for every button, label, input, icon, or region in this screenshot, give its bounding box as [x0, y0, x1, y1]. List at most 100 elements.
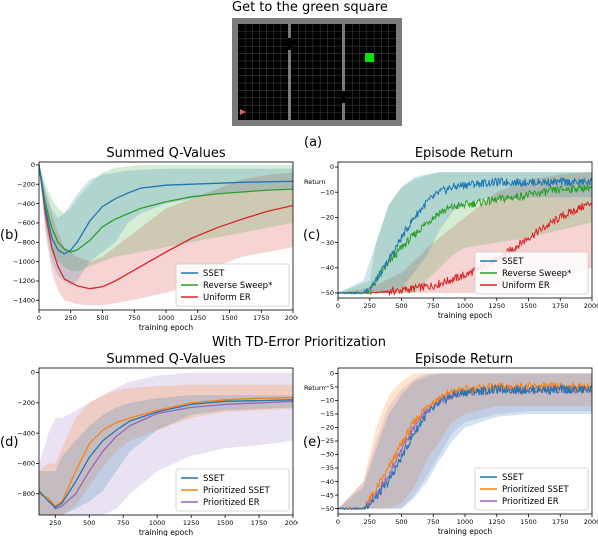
x-tick-label: 1500 — [221, 314, 238, 322]
x-tick-label: 1000 — [457, 302, 474, 310]
x-tick-label: 250 — [49, 519, 61, 527]
x-tick-label: 1250 — [189, 314, 206, 322]
y-tick-label: −800 — [17, 238, 35, 246]
line-purple — [39, 400, 293, 510]
y-tick-label: −1400 — [13, 297, 35, 305]
y-tick-label: −400 — [17, 200, 35, 208]
y-tick-label: −40 — [320, 264, 334, 272]
y-tick-label: −30 — [320, 451, 334, 459]
band-green — [39, 164, 293, 272]
y-tick-label: −600 — [17, 460, 35, 468]
y-axis-label: Return — [304, 178, 326, 186]
line-green — [39, 164, 293, 253]
legend-label: SSET — [502, 257, 524, 267]
x-axis-label: training epoch — [139, 323, 194, 332]
x-tick-label: 0 — [37, 314, 41, 322]
panel-label-c: (c) — [303, 228, 321, 243]
band-blue — [338, 172, 592, 293]
y-tick-label: −10 — [320, 397, 334, 405]
y-tick-label: 0 — [31, 369, 35, 377]
y-tick-label: −5 — [324, 383, 334, 391]
x-tick-label: 0 — [336, 518, 340, 526]
axes-frame — [38, 367, 294, 516]
panel-label-e: (e) — [303, 435, 322, 450]
legend-label: Prioritized ER — [502, 497, 559, 507]
gridworld-room-middle — [291, 24, 342, 120]
band-green — [338, 172, 592, 293]
band-orange — [39, 384, 293, 515]
y-tick-label: −25 — [320, 437, 334, 445]
y-tick-label: 0 — [330, 370, 334, 378]
line-purple — [338, 384, 592, 511]
line-green — [338, 183, 592, 296]
x-axis-label: training epoch — [438, 527, 493, 536]
x-tick-label: 1250 — [488, 518, 505, 526]
panel-label-d: (d) — [0, 435, 19, 450]
line-blue — [39, 164, 293, 255]
gridworld-room-left — [238, 24, 288, 120]
x-tick-label: 500 — [96, 314, 108, 322]
x-tick-label: 500 — [395, 302, 407, 310]
gridworld-room-right — [345, 24, 396, 120]
band-purple — [39, 372, 293, 515]
y-tick-label: −1000 — [13, 258, 35, 266]
gridworld-door-left — [286, 38, 294, 50]
plot-area — [39, 164, 293, 306]
panel-label-a: (a) — [304, 135, 323, 150]
x-tick-label: 750 — [117, 519, 129, 527]
x-tick-label: 1750 — [552, 518, 569, 526]
agent-marker — [240, 109, 246, 115]
y-tick-label: −15 — [320, 410, 334, 418]
y-tick-label: −50 — [320, 505, 334, 513]
y-tick-label: 0 — [31, 161, 35, 169]
y-tick-label: −30 — [320, 239, 334, 247]
plot-area — [39, 372, 293, 515]
band-blue — [39, 164, 293, 286]
x-axis-label: training epoch — [438, 311, 493, 320]
x-tick-label: 1750 — [251, 519, 268, 527]
x-tick-label: 1500 — [520, 302, 537, 310]
band-orange — [338, 373, 592, 509]
legend-label: Reverse Sweep* — [203, 281, 272, 291]
x-tick-label: 1250 — [183, 519, 200, 527]
y-tick-label: −10 — [320, 188, 334, 196]
x-tick-label: 750 — [427, 302, 439, 310]
x-tick-label: 1500 — [217, 519, 234, 527]
y-tick-label: −35 — [320, 464, 334, 472]
x-tick-label: 250 — [364, 518, 376, 526]
band-red — [39, 164, 293, 306]
x-tick-label: 750 — [427, 518, 439, 526]
y-tick-label: −600 — [17, 219, 35, 227]
chart-e-title: Episode Return — [414, 352, 514, 367]
band-blue — [338, 373, 592, 509]
x-tick-label: 1250 — [488, 302, 505, 310]
band-blue — [39, 395, 293, 515]
goal-square — [365, 53, 374, 62]
line-blue — [338, 176, 592, 295]
line-red — [39, 164, 293, 290]
legend-label: Prioritized ER — [203, 498, 260, 508]
legend-box — [474, 467, 589, 511]
y-tick-label: −200 — [17, 180, 35, 188]
x-tick-label: 500 — [395, 518, 407, 526]
y-tick-label: −1200 — [13, 277, 35, 285]
legend-label: Uniform ER — [203, 293, 251, 303]
y-tick-label: −400 — [17, 429, 35, 437]
gridworld-image — [232, 18, 402, 126]
x-tick-label: 1000 — [158, 314, 175, 322]
line-orange — [39, 396, 293, 507]
legend-label: Reverse Sweep* — [502, 269, 571, 279]
y-tick-label: −40 — [320, 478, 334, 486]
y-tick-label: −20 — [320, 424, 334, 432]
x-tick-label: 250 — [364, 302, 376, 310]
y-tick-label: −20 — [320, 214, 334, 222]
legend-box — [175, 468, 290, 512]
